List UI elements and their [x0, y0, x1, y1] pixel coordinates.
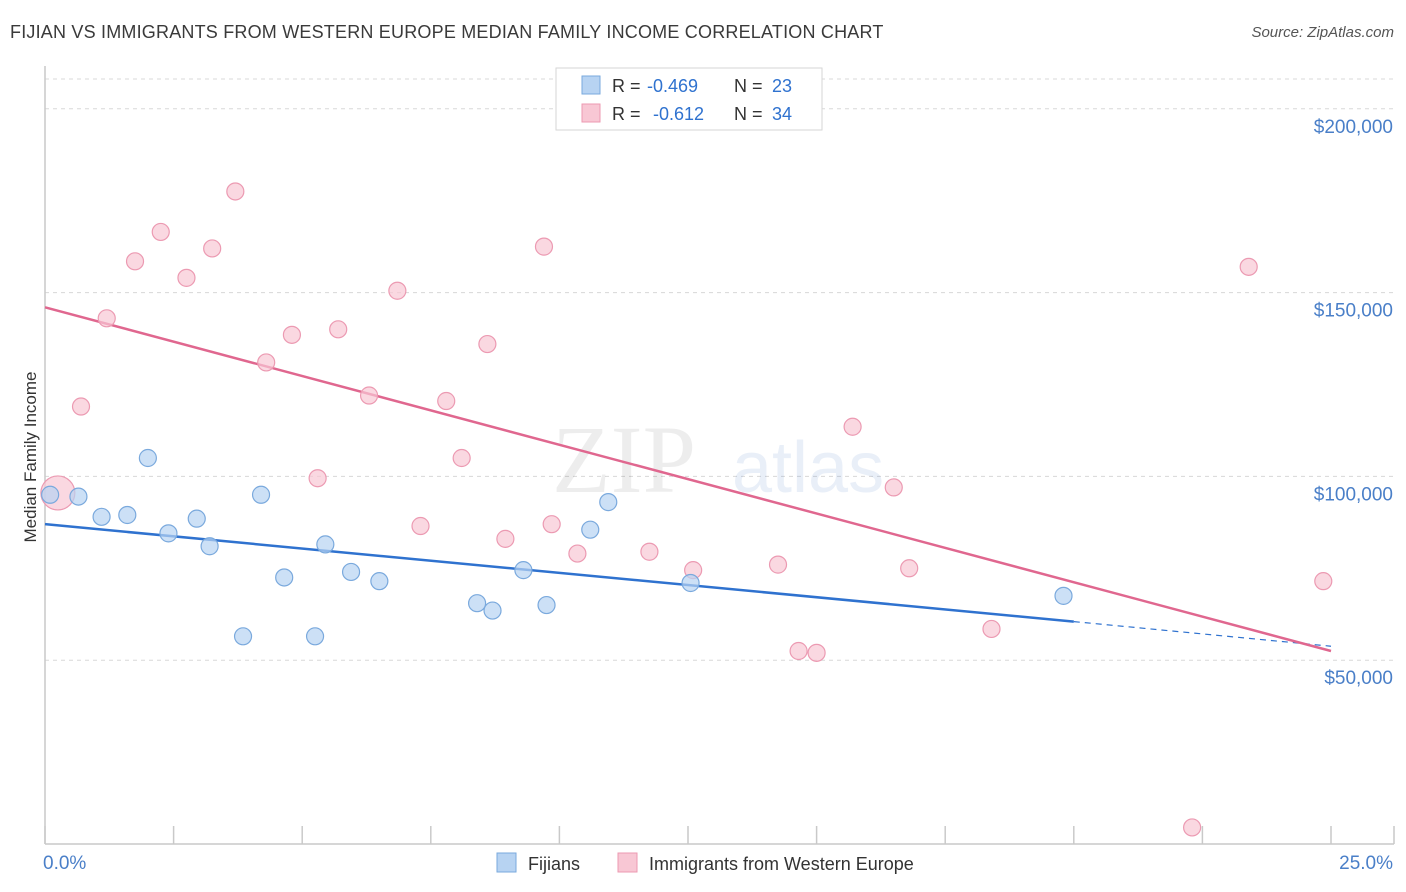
x-tick-label: 0.0% — [43, 853, 86, 874]
point-fijians — [341, 562, 361, 582]
stats-legend-swatch-blue — [581, 75, 601, 95]
point-fijians — [483, 601, 502, 620]
point-immigrants — [568, 544, 587, 563]
y-axis-label: Median Family Income — [21, 371, 40, 542]
point-fijians — [370, 572, 389, 591]
y-tick-label: $150,000 — [1314, 301, 1393, 322]
point-fijians — [69, 487, 88, 506]
point-immigrants — [640, 542, 659, 561]
stats-r-value: -0.612 — [653, 104, 704, 124]
watermark-atlas: atlas — [732, 428, 884, 508]
trend-line-fijians — [44, 522, 1074, 623]
point-immigrants — [71, 397, 91, 416]
point-fijians — [200, 537, 219, 556]
point-immigrants — [768, 555, 788, 574]
trend-line-immigrants — [44, 306, 1332, 653]
point-immigrants — [151, 222, 170, 242]
point-fijians — [467, 594, 487, 613]
point-immigrants — [1314, 572, 1333, 591]
point-fijians — [187, 509, 206, 528]
tick-labels: $50,000 $100,000 $150,000 $200,000 0.0% 25.0% — [43, 117, 1393, 874]
point-fijians — [537, 595, 556, 615]
watermark: ZIP atlas — [552, 406, 884, 513]
point-immigrants — [496, 529, 515, 548]
y-tick-label: $100,000 — [1314, 484, 1393, 505]
point-fijians — [581, 520, 600, 539]
point-immigrants — [542, 515, 561, 534]
data-points — [40, 182, 1333, 837]
point-fijians — [599, 493, 618, 512]
point-immigrants — [125, 252, 145, 271]
point-fijians — [316, 535, 335, 554]
point-immigrants — [982, 619, 1001, 639]
stats-n-label: N = — [734, 104, 763, 124]
point-fijians — [233, 627, 253, 646]
axes — [44, 66, 1395, 845]
point-immigrants — [257, 353, 276, 372]
point-fijians — [251, 485, 271, 504]
stats-r-label: R = — [612, 76, 641, 96]
grid-lines — [45, 78, 1394, 661]
point-immigrants — [789, 641, 808, 661]
point-immigrants — [1183, 818, 1202, 837]
point-immigrants — [437, 391, 456, 411]
point-immigrants — [1239, 257, 1258, 276]
point-immigrants — [411, 516, 430, 536]
stats-legend: R = -0.469 N = 23 R = -0.612 N = 34 — [555, 67, 823, 131]
point-immigrants — [388, 281, 407, 300]
point-immigrants — [226, 182, 245, 201]
stats-legend-swatch-pink — [581, 103, 601, 123]
point-fijians — [514, 561, 533, 580]
legend-swatch-fijians — [496, 852, 517, 873]
legend-label-fijians: Fijians — [528, 854, 580, 874]
point-immigrants — [884, 478, 903, 497]
point-fijians — [305, 627, 325, 646]
series-legend: Fijians Immigrants from Western Europe — [496, 852, 914, 874]
stats-n-value: 23 — [772, 76, 792, 96]
source-label: Source: ZipAtlas.com — [1251, 24, 1394, 41]
point-fijians — [92, 507, 111, 526]
point-immigrants — [97, 309, 116, 328]
legend-label-immigrants: Immigrants from Western Europe — [649, 854, 914, 874]
stats-n-label: N = — [734, 76, 763, 96]
point-fijians — [159, 524, 178, 543]
point-immigrants — [452, 448, 471, 468]
point-fijians — [681, 573, 700, 593]
point-immigrants — [534, 237, 554, 256]
point-immigrants — [203, 239, 222, 258]
point-immigrants — [308, 469, 327, 488]
point-immigrants — [359, 386, 379, 405]
point-immigrants — [843, 417, 862, 436]
point-immigrants — [807, 643, 826, 662]
point-immigrants — [282, 325, 302, 344]
point-fijians — [275, 568, 294, 587]
point-fijians — [1054, 586, 1073, 605]
trend-lines — [44, 306, 1332, 653]
stats-r-label: R = — [612, 104, 641, 124]
point-immigrants — [900, 559, 919, 578]
chart-title: FIJIAN VS IMMIGRANTS FROM WESTERN EUROPE… — [10, 22, 884, 42]
watermark-zip: ZIP — [552, 406, 696, 513]
x-tick-label: 25.0% — [1339, 853, 1393, 874]
y-tick-label: $200,000 — [1314, 117, 1393, 138]
stats-n-value: 34 — [772, 104, 792, 124]
trend-line-fijians-extension — [1073, 620, 1332, 647]
legend-swatch-immigrants — [617, 852, 638, 873]
stats-r-value: -0.469 — [647, 76, 698, 96]
point-immigrants — [478, 334, 497, 354]
point-fijians — [138, 448, 157, 468]
y-tick-label: $50,000 — [1324, 668, 1393, 689]
point-immigrants — [329, 320, 348, 339]
point-fijians — [118, 505, 137, 525]
point-immigrants — [177, 268, 196, 287]
point-fijians — [41, 485, 60, 504]
